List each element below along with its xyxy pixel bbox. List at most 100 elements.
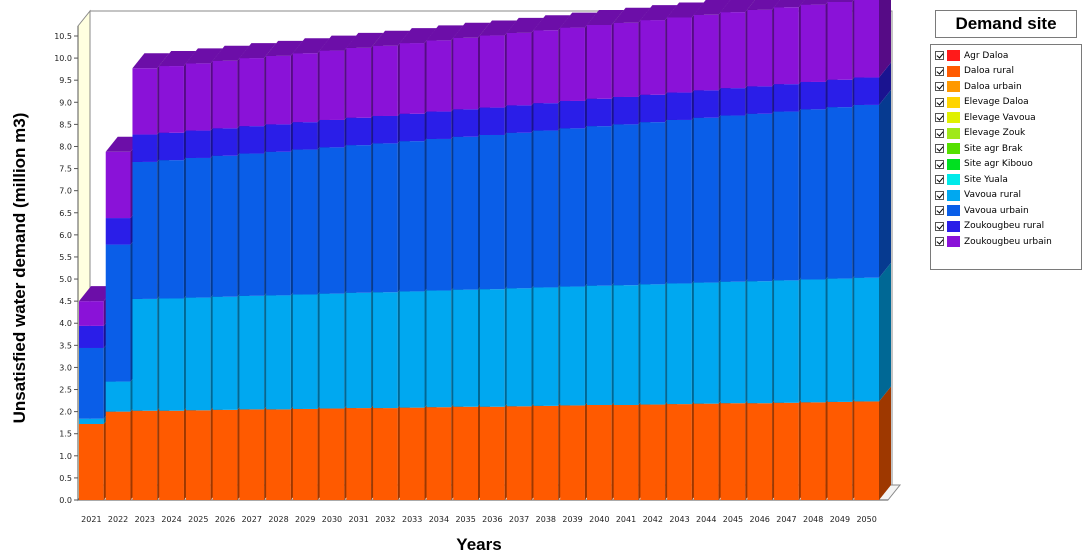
legend-checkbox[interactable] (935, 128, 944, 138)
x-tick-label: 2026 (215, 515, 235, 524)
bar-segment-2021-vavoua-urbain (79, 347, 104, 419)
bar-segment-2033-zoukougbeu-rural (399, 113, 425, 142)
bar-segment-2034-vavoua-rural (426, 290, 452, 408)
bar-segment-2032-vavoua-rural (373, 292, 398, 409)
legend-swatch (947, 96, 960, 108)
bar-segment-2049-daloa-rural (827, 401, 853, 500)
bar-segment-2023-vavoua-rural (132, 298, 158, 411)
bar-top-2041 (613, 7, 651, 23)
bar-segment-2045-zoukougbeu-rural (720, 88, 746, 116)
bar-segment-2043-vavoua-urbain (667, 119, 692, 284)
bar-side-2050-vavoua-rural (879, 262, 891, 402)
y-tick-label: 4.5 (59, 297, 72, 306)
bar-side-2050-zoukougbeu-urbain (879, 0, 891, 78)
x-tick-label: 2032 (375, 515, 395, 524)
legend-checkbox[interactable] (935, 175, 944, 185)
x-tick-label: 2046 (750, 515, 770, 524)
bar-segment-2029-vavoua-urbain (292, 149, 318, 295)
bar-segment-2046-daloa-rural (747, 403, 773, 500)
legend-checkbox[interactable] (935, 82, 944, 92)
bar-segment-2026-vavoua-rural (212, 296, 238, 410)
bar-segment-2046-zoukougbeu-rural (747, 86, 773, 114)
bar-segment-2024-zoukougbeu-rural (159, 132, 184, 161)
bar-segment-2050-zoukougbeu-rural (854, 77, 879, 105)
x-tick-label: 2035 (455, 515, 475, 524)
legend-swatch (947, 236, 960, 248)
legend-item: Zoukougbeu urbain (935, 234, 1081, 250)
bar-segment-2023-zoukougbeu-urbain (132, 68, 158, 135)
bar-segment-2038-zoukougbeu-rural (533, 103, 559, 131)
bar-segment-2038-zoukougbeu-urbain (533, 30, 559, 104)
bar-segment-2033-daloa-rural (399, 407, 425, 500)
legend-item: Daloa urbain (935, 79, 1081, 95)
bar-segment-2042-vavoua-urbain (640, 122, 666, 285)
bar-top-2044 (693, 0, 731, 15)
bar-segment-2049-vavoua-rural (827, 278, 853, 402)
legend-label: Vavoua urbain (964, 205, 1029, 216)
bar-segment-2037-zoukougbeu-rural (506, 105, 532, 133)
legend-label: Zoukougbeu urbain (964, 236, 1052, 247)
bar-segment-2048-daloa-rural (800, 402, 826, 500)
x-tick-label: 2029 (295, 515, 315, 524)
bar-segment-2032-daloa-rural (373, 408, 398, 500)
x-axis-title: Years (456, 535, 501, 553)
y-tick-label: 10.0 (54, 54, 72, 63)
y-tick-label: 5.5 (59, 253, 72, 262)
bar-segment-2040-vavoua-urbain (586, 126, 612, 286)
x-tick-label: 2021 (81, 515, 101, 524)
y-tick-label: 8.0 (59, 142, 72, 151)
legend-label: Elevage Zouk (964, 128, 1026, 139)
x-tick-label: 2039 (562, 515, 582, 524)
bar-segment-2029-zoukougbeu-rural (292, 122, 318, 150)
bar-segment-2032-zoukougbeu-urbain (373, 45, 398, 116)
bar-segment-2050-vavoua-urbain (854, 104, 879, 278)
bar-segment-2023-vavoua-urbain (132, 161, 158, 299)
bar-segment-2047-daloa-rural (774, 402, 799, 500)
bar-segment-2034-daloa-rural (426, 407, 452, 500)
bar-segment-2030-vavoua-urbain (319, 147, 345, 294)
legend-checkbox[interactable] (935, 221, 944, 231)
bar-top-2031 (346, 32, 384, 48)
bar-segment-2047-zoukougbeu-urbain (774, 7, 799, 85)
bar-top-2040 (586, 9, 624, 25)
legend-label: Site agr Brak (964, 143, 1023, 154)
bar-segment-2049-zoukougbeu-rural (827, 79, 853, 108)
legend-checkbox[interactable] (935, 190, 944, 200)
legend-swatch (947, 127, 960, 139)
legend-checkbox[interactable] (935, 159, 944, 169)
x-tick-label: 2027 (242, 515, 262, 524)
legend-item: Daloa rural (935, 64, 1081, 80)
y-tick-label: 6.5 (59, 209, 72, 218)
bar-top-2048 (800, 0, 830, 5)
x-tick-label: 2023 (135, 515, 155, 524)
bar-segment-2030-daloa-rural (319, 408, 345, 500)
legend-swatch (947, 50, 960, 62)
bar-top-2024 (159, 51, 196, 67)
bar-top-2043 (667, 2, 704, 18)
x-tick-label: 2049 (830, 515, 850, 524)
legend-label: Elevage Daloa (964, 97, 1029, 108)
legend-checkbox[interactable] (935, 66, 944, 76)
y-tick-label: 3.5 (59, 341, 72, 350)
bar-top-2039 (560, 12, 597, 28)
legend-checkbox[interactable] (935, 97, 944, 107)
y-tick-label: 2.5 (59, 386, 72, 395)
x-tick-label: 2034 (429, 515, 449, 524)
legend-checkbox[interactable] (935, 51, 944, 61)
bar-top-2033 (399, 28, 437, 44)
bar-top-2025 (185, 48, 223, 64)
bar-segment-2045-zoukougbeu-urbain (720, 12, 746, 89)
x-tick-label: 2030 (322, 515, 342, 524)
bar-segment-2046-vavoua-urbain (747, 113, 773, 282)
bar-segment-2023-zoukougbeu-rural (132, 134, 158, 162)
bar-segment-2028-vavoua-urbain (266, 151, 291, 296)
legend-checkbox[interactable] (935, 144, 944, 154)
legend-checkbox[interactable] (935, 206, 944, 216)
bar-segment-2046-zoukougbeu-urbain (747, 9, 773, 87)
bar-segment-2041-vavoua-urbain (613, 124, 639, 286)
bar-segment-2044-zoukougbeu-rural (693, 90, 719, 118)
bar-segment-2043-zoukougbeu-rural (667, 92, 692, 120)
bar-top-2042 (640, 5, 678, 21)
legend-checkbox[interactable] (935, 113, 944, 123)
legend-checkbox[interactable] (935, 237, 944, 247)
